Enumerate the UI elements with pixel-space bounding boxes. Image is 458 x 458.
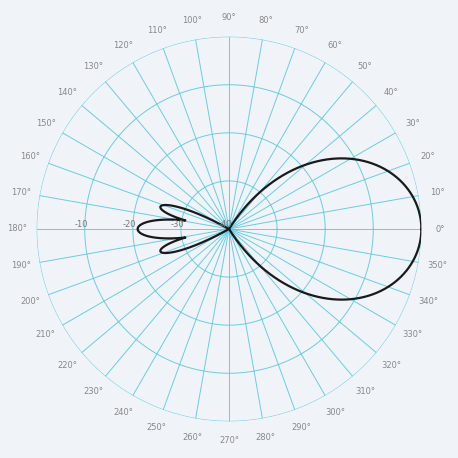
Text: 90°: 90°	[222, 13, 236, 22]
Text: -20: -20	[122, 220, 136, 229]
Text: 40°: 40°	[384, 88, 398, 98]
Text: 270°: 270°	[219, 436, 239, 445]
Text: 30°: 30°	[405, 119, 420, 128]
Text: 100°: 100°	[182, 16, 202, 25]
Text: 330°: 330°	[402, 330, 422, 339]
Text: 290°: 290°	[291, 423, 311, 432]
Text: 240°: 240°	[113, 408, 133, 417]
Text: 20°: 20°	[420, 152, 435, 161]
Text: 200°: 200°	[20, 297, 40, 306]
Text: 160°: 160°	[20, 152, 40, 161]
Text: 80°: 80°	[258, 16, 273, 25]
Text: 170°: 170°	[11, 188, 31, 197]
Text: -30: -30	[170, 220, 184, 229]
Text: 320°: 320°	[381, 360, 401, 370]
Text: 130°: 130°	[83, 62, 103, 71]
Text: 340°: 340°	[418, 297, 438, 306]
Text: 120°: 120°	[113, 41, 133, 50]
Text: 280°: 280°	[256, 433, 276, 442]
Text: 250°: 250°	[147, 423, 167, 432]
Text: 230°: 230°	[83, 387, 103, 396]
Text: 0°: 0°	[436, 224, 445, 234]
Text: 260°: 260°	[182, 433, 202, 442]
Text: 300°: 300°	[325, 408, 345, 417]
Text: 60°: 60°	[327, 41, 342, 50]
Text: 140°: 140°	[57, 88, 77, 98]
Text: 220°: 220°	[57, 360, 77, 370]
Text: 10°: 10°	[430, 188, 445, 197]
Text: 150°: 150°	[36, 119, 56, 128]
Text: 210°: 210°	[36, 330, 56, 339]
Text: 310°: 310°	[355, 387, 375, 396]
Text: 70°: 70°	[294, 26, 309, 35]
Text: -40: -40	[218, 220, 232, 229]
Text: 110°: 110°	[147, 26, 167, 35]
Text: 180°: 180°	[7, 224, 27, 234]
Text: -10: -10	[74, 220, 87, 229]
Text: 190°: 190°	[11, 261, 31, 270]
Text: 50°: 50°	[358, 62, 372, 71]
Text: 350°: 350°	[427, 261, 447, 270]
